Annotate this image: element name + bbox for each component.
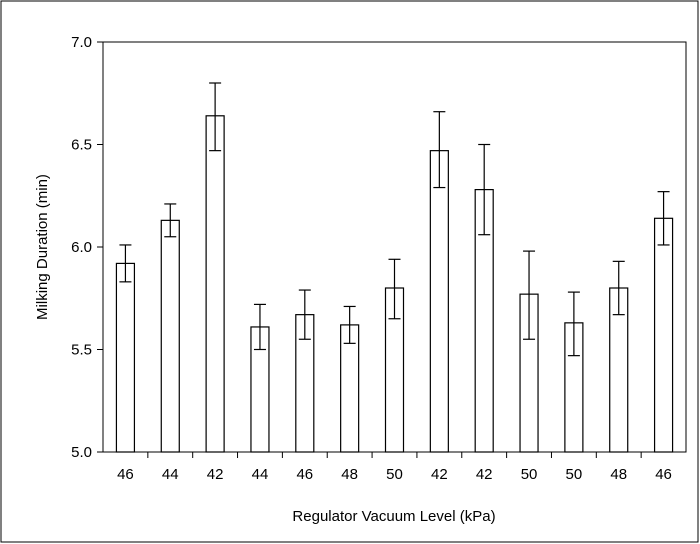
x-tick-label: 48	[610, 466, 627, 483]
x-tick-label: 46	[117, 466, 134, 483]
y-tick-label: 6.0	[71, 239, 92, 256]
y-axis-label: Milking Duration (min)	[34, 174, 51, 320]
bar	[115, 262, 136, 453]
x-tick-label: 44	[252, 466, 269, 483]
x-tick-label: 50	[386, 466, 403, 483]
x-tick-label: 42	[431, 466, 448, 483]
bar	[429, 150, 449, 453]
bar	[653, 217, 674, 453]
y-tick-label: 6.5	[71, 137, 92, 154]
x-tick-label: 44	[162, 466, 179, 483]
x-tick-label: 46	[655, 466, 672, 483]
y-tick-label: 5.5	[71, 342, 92, 359]
x-tick-label: 46	[296, 466, 313, 483]
bar	[205, 115, 225, 453]
y-tick-label: 5.0	[71, 444, 92, 461]
bar	[340, 324, 360, 453]
x-tick-label: 50	[566, 466, 583, 483]
x-tick-label: 50	[521, 466, 538, 483]
bar	[160, 219, 180, 453]
x-tick-label: 48	[341, 466, 358, 483]
x-axis-label: Regulator Vacuum Level (kPa)	[292, 508, 495, 525]
x-tick-label: 42	[207, 466, 224, 483]
y-tick-label: 7.0	[71, 34, 92, 51]
x-tick-label: 42	[476, 466, 493, 483]
chart-marks: 5.0 5.5 6.0 6.5 7.0 46 44 42 44 46 48 50 42 42 50 50 48 4…	[71, 34, 687, 483]
